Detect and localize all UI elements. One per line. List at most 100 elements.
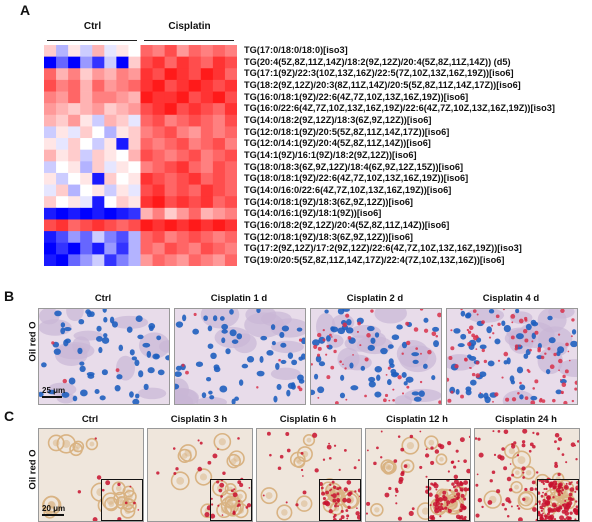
heatmap-cell <box>92 45 105 58</box>
heatmap-row-label: TG(14:0/18:2(9Z,12Z)/18:3(6Z,9Z,12Z))[is… <box>244 114 432 125</box>
heatmap-cell <box>128 242 141 255</box>
heatmap-cell <box>188 254 202 266</box>
heatmap-cell <box>224 219 237 232</box>
panel-c-letter: C <box>4 408 15 424</box>
heatmap-cell <box>80 207 93 220</box>
heatmap-cell <box>44 45 57 58</box>
heatmap-cell <box>224 242 237 255</box>
heatmap-cell <box>104 138 117 151</box>
heatmap-cell <box>212 114 226 127</box>
heatmap-cell <box>44 254 57 266</box>
heatmap-cell <box>92 242 105 255</box>
heatmap-cell <box>188 196 202 209</box>
heatmap-cell <box>224 254 237 266</box>
heatmap-cell <box>140 196 153 209</box>
heatmap-cell <box>56 254 69 266</box>
heatmap-cell <box>140 161 153 174</box>
heatmap-cell <box>188 79 202 92</box>
heatmap-cell <box>200 196 214 209</box>
heatmap-cell <box>92 138 105 151</box>
heatmap-cell <box>68 138 81 151</box>
heatmap-cell <box>68 114 81 127</box>
heatmap-cell <box>92 231 105 244</box>
heatmap-cell <box>188 184 202 197</box>
heatmap-cell <box>152 242 166 255</box>
heatmap-cell <box>176 231 190 244</box>
heatmap-cell <box>92 196 105 209</box>
heatmap-cell <box>128 114 141 127</box>
heatmap-cell <box>212 184 226 197</box>
heatmap-cell <box>128 56 141 69</box>
heatmap-cell <box>128 68 141 81</box>
heatmap-cell <box>188 56 202 69</box>
heatmap-cell <box>176 114 190 127</box>
heatmap-cell <box>200 103 214 116</box>
heatmap-cell <box>164 207 178 220</box>
panel-c-column-title: Cisplatin 24 h <box>495 414 557 425</box>
heatmap-cell <box>188 68 202 81</box>
panel-b-column-title: Cisplatin 2 d <box>346 293 404 304</box>
heatmap-cell <box>80 219 93 232</box>
heatmap-cell <box>212 161 226 174</box>
heatmap-cell <box>56 114 69 127</box>
heatmap-cell <box>224 103 237 116</box>
heatmap-cell <box>128 103 141 116</box>
heatmap-cell <box>80 126 93 139</box>
heatmap-cell <box>56 56 69 69</box>
heatmap-cell <box>140 254 153 266</box>
heatmap-row-label: TG(14:1(9Z)/16:1(9Z)/18:2(9Z,12Z))[iso6] <box>244 149 417 160</box>
heatmap-cell <box>104 219 117 232</box>
heatmap-cell <box>212 172 226 185</box>
panel-b-column-title: Cisplatin 4 d <box>482 293 540 304</box>
heatmap-cell <box>140 126 153 139</box>
heatmap-cell <box>128 161 141 174</box>
heatmap-cell <box>212 254 226 266</box>
heatmap-cell <box>80 114 93 127</box>
heatmap-cell <box>116 231 129 244</box>
heatmap-cell <box>176 184 190 197</box>
heatmap-row-label: TG(18:0/18:1(9Z)/22:6(4Z,7Z,10Z,13Z,16Z,… <box>244 173 469 184</box>
panel-c-scale-label: 20 μm <box>42 504 66 513</box>
heatmap-cell <box>152 231 166 244</box>
heatmap-cell <box>176 219 190 232</box>
heatmap-cell <box>68 45 81 58</box>
heatmap-cell <box>224 138 237 151</box>
heatmap-cell <box>188 231 202 244</box>
heatmap-cell <box>176 91 190 104</box>
heatmap-cell <box>68 219 81 232</box>
heatmap-cell <box>92 149 105 162</box>
heatmap-cell <box>128 79 141 92</box>
heatmap-cell <box>104 161 117 174</box>
heatmap-cell <box>176 126 190 139</box>
heatmap-cell <box>140 103 153 116</box>
heatmap-cell <box>80 172 93 185</box>
heatmap-cell <box>104 149 117 162</box>
panel-c-column-title: Ctrl <box>81 414 99 425</box>
heatmap-cell <box>116 254 129 266</box>
heatmap-cell <box>92 91 105 104</box>
heatmap-cell <box>152 56 166 69</box>
heatmap-cell <box>128 219 141 232</box>
heatmap-cell <box>200 207 214 220</box>
heatmap-cell <box>116 196 129 209</box>
heatmap-cell <box>68 242 81 255</box>
panel-c-scale-bar <box>42 514 64 516</box>
heatmap-cell <box>224 207 237 220</box>
heatmap-cell <box>152 172 166 185</box>
heatmap-cell <box>128 45 141 58</box>
heatmap-cell <box>44 231 57 244</box>
heatmap-cell <box>200 231 214 244</box>
heatmap-cell <box>44 91 57 104</box>
panel-b-column-title: Ctrl <box>94 293 112 304</box>
heatmap-cell <box>212 103 226 116</box>
heatmap-cell <box>68 68 81 81</box>
heatmap-cell <box>44 242 57 255</box>
heatmap-cell <box>68 196 81 209</box>
heatmap-cell <box>224 172 237 185</box>
heatmap-cell <box>152 219 166 232</box>
heatmap-cell <box>152 196 166 209</box>
heatmap-cell <box>152 138 166 151</box>
heatmap-cell <box>164 149 178 162</box>
heatmap-cell <box>56 138 69 151</box>
heatmap-cell <box>56 45 69 58</box>
